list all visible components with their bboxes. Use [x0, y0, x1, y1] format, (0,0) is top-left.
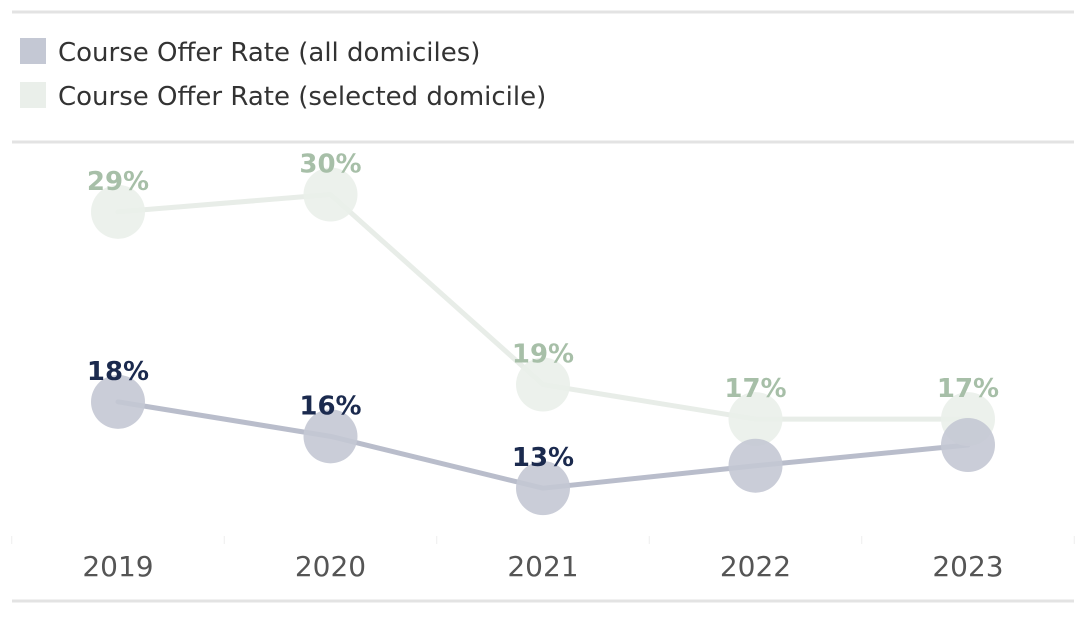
- data-label-selected-domicile-2022: 17%: [724, 374, 786, 404]
- data-point-all-domiciles-2019: [91, 374, 145, 429]
- data-label-all-domiciles-2020: 16%: [299, 391, 361, 421]
- data-point-selected-domicile-2022: [728, 392, 783, 447]
- data-label-selected-domicile-2020: 30%: [299, 150, 361, 180]
- x-tick-label-2020: 2020: [295, 550, 366, 583]
- x-axis: 2019 2020 2021 2022 2023: [11, 536, 1075, 583]
- legend: Course Offer Rate (all domiciles) Course…: [20, 38, 546, 112]
- data-point-all-domiciles-2021: [516, 461, 570, 516]
- data-label-all-domiciles-2019: 18%: [87, 357, 149, 387]
- legend-swatch-selected-domicile: [20, 82, 46, 108]
- series-markers: [91, 167, 995, 516]
- x-tick-label-2021: 2021: [507, 550, 578, 583]
- x-tick-label-2022: 2022: [720, 550, 791, 583]
- data-point-selected-domicile-2021: [516, 357, 570, 412]
- data-point-all-domiciles-2020: [303, 409, 358, 464]
- x-tick-label-2019: 2019: [82, 550, 153, 583]
- data-label-all-domiciles-2021: 13%: [512, 443, 574, 473]
- legend-label-selected-domicile: Course Offer Rate (selected domicile): [58, 82, 546, 112]
- legend-label-all-domiciles: Course Offer Rate (all domiciles): [58, 38, 480, 68]
- data-label-selected-domicile-2019: 29%: [87, 167, 149, 197]
- x-tick-label-2023: 2023: [932, 550, 1003, 583]
- data-point-selected-domicile-2020: [303, 167, 358, 222]
- data-point-all-domiciles-2022: [728, 438, 783, 493]
- data-label-selected-domicile-2021: 19%: [512, 340, 574, 370]
- legend-swatch-all-domiciles: [20, 38, 46, 64]
- data-label-selected-domicile-2023: 17%: [937, 374, 999, 404]
- data-labels: 29% 30% 19% 17% 17% 18% 16% 13%: [87, 150, 999, 474]
- data-point-all-domiciles-2023: [941, 418, 995, 472]
- data-point-selected-domicile-2019: [91, 184, 145, 239]
